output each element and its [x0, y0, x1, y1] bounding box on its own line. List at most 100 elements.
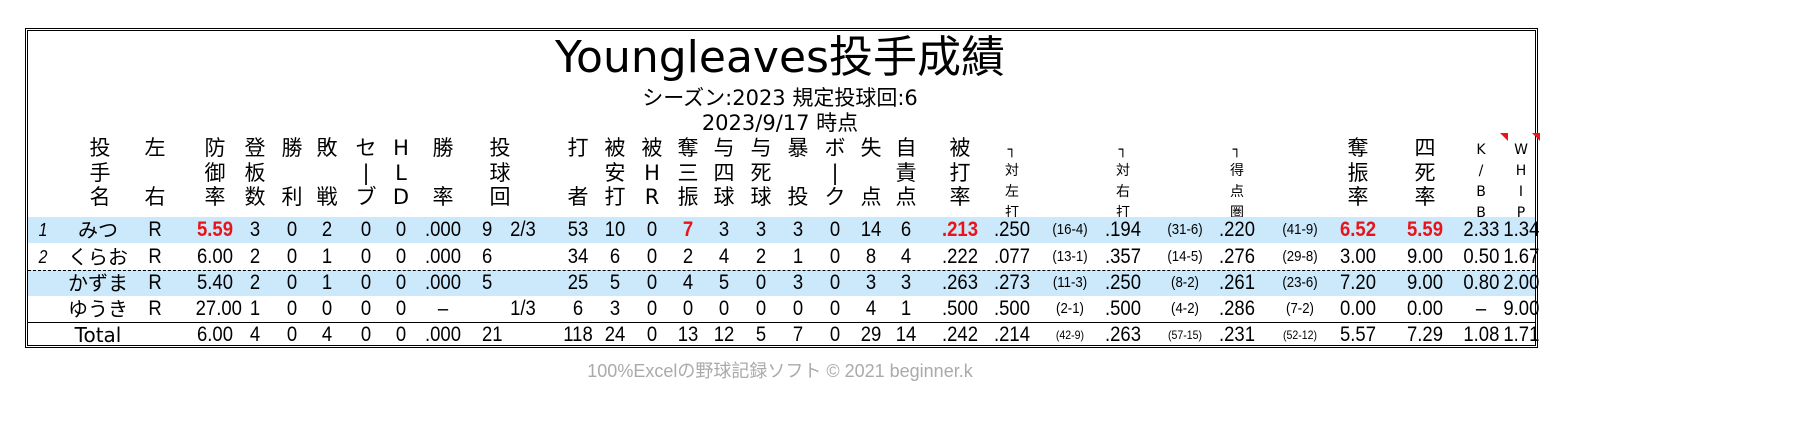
- cell-ip-frac: 1/3: [510, 297, 536, 320]
- cell-w: 0: [286, 297, 298, 320]
- cell-so: 0: [682, 297, 694, 320]
- column-header: 投 手 名: [89, 136, 111, 209]
- cell-bb: 5: [718, 271, 730, 294]
- cell-baa: .500: [942, 297, 978, 320]
- cell-hand: [142, 322, 168, 348]
- column-header: 打 者: [567, 136, 589, 209]
- cell-era: 6.00: [197, 323, 233, 346]
- cell-l: 2: [321, 218, 333, 241]
- cell-bb9: 9.00: [1407, 245, 1443, 268]
- cell-era: 6.00: [197, 245, 233, 268]
- cell-k9: 7.20: [1340, 271, 1376, 294]
- cell-so: 13: [677, 323, 699, 346]
- cell-er: 3: [900, 271, 912, 294]
- cell-w: 0: [286, 323, 298, 346]
- cell-vl: .077: [994, 245, 1030, 268]
- cell-ip-whole: 9: [482, 218, 493, 241]
- column-header: W H I P: [1514, 142, 1528, 221]
- cell-ip-frac: [505, 270, 540, 296]
- cell-h: 24: [604, 323, 626, 346]
- column-header: ボ | ク: [824, 136, 846, 209]
- cell-hand: R: [148, 271, 162, 294]
- cell-baa: .222: [942, 245, 978, 268]
- cell-bb: 4: [718, 245, 730, 268]
- cell-bb9: 5.59: [1407, 218, 1443, 241]
- cell-vr: .357: [1105, 245, 1141, 268]
- cell-vl: .273: [994, 271, 1030, 294]
- cell-kbb: 0.50: [1463, 245, 1500, 268]
- cell-bk: 0: [829, 271, 841, 294]
- cell-hr: 0: [646, 323, 658, 346]
- cell-kbb: 0.80: [1463, 271, 1500, 294]
- cell-name: みつ: [78, 218, 118, 242]
- column-header: 登 板 数: [244, 136, 266, 209]
- cell-ip-frac: 2/3: [510, 218, 536, 241]
- cell-so: 7: [682, 218, 694, 241]
- cell-rank: [34, 296, 52, 322]
- cell-bb: 3: [718, 218, 730, 241]
- cell-wpct: .000: [425, 323, 461, 346]
- cell-vr-ab: (31-6): [1167, 221, 1203, 238]
- cell-g: 2: [249, 245, 261, 268]
- total-divider: [28, 322, 1535, 323]
- cell-risp-ab: (29-8): [1282, 248, 1318, 265]
- cell-era: 5.40: [197, 271, 233, 294]
- cell-hand: R: [148, 245, 162, 268]
- cell-hand: R: [148, 218, 162, 241]
- column-header: 被 安 打: [604, 136, 626, 209]
- row-divider-dashed: [28, 270, 1535, 271]
- column-header: 被 打 率: [949, 136, 971, 209]
- cell-hld: 0: [395, 323, 407, 346]
- cell-er: 6: [900, 218, 912, 241]
- cell-vl: .500: [994, 297, 1030, 320]
- cell-wp: 3: [792, 218, 804, 241]
- column-header: セ | ブ: [355, 136, 377, 209]
- cell-w: 0: [286, 271, 298, 294]
- table-row: ゆうき R 27.00 1 0 0 0 0–1/3 6 3 0 0 0 0 0 0 4 1.500.500 (2-1…: [28, 296, 1539, 322]
- cell-hld: 0: [395, 245, 407, 268]
- cell-bf: 25: [567, 271, 589, 294]
- cell-risp: .261: [1219, 271, 1255, 294]
- cell-hbp: 5: [755, 323, 767, 346]
- cell-risp: .220: [1219, 218, 1255, 241]
- cell-l: 0: [321, 297, 333, 320]
- cell-r: 3: [865, 271, 877, 294]
- cell-er: 14: [895, 323, 917, 346]
- cell-sv: 0: [360, 297, 372, 320]
- cell-r: 4: [865, 297, 877, 320]
- cell-bk: 0: [829, 297, 841, 320]
- cell-name: くらお: [68, 245, 128, 269]
- cell-so: 4: [682, 271, 694, 294]
- cell-hr: 0: [646, 218, 658, 241]
- total-row: Total 6.00 4 0 4 0 0.000 21 118 24 0 13 12 5 7 0 29 14.24…: [28, 322, 1540, 348]
- cell-vr-ab: (14-5): [1167, 248, 1203, 265]
- column-header: 投 球 回: [489, 136, 511, 209]
- cell-rank: [34, 270, 52, 296]
- cell-hld: 0: [395, 218, 407, 241]
- cell-wpct: .000: [425, 218, 461, 241]
- cell-h: 3: [609, 297, 621, 320]
- cell-wpct: –: [437, 297, 449, 320]
- page-title: Youngleaves投手成績: [555, 32, 1005, 83]
- cell-name: Total: [74, 323, 122, 347]
- cell-hand: R: [148, 297, 162, 320]
- column-header: ┐ 対 左 打: [1005, 142, 1019, 221]
- cell-vr: .263: [1105, 323, 1141, 346]
- cell-h: 6: [609, 245, 621, 268]
- cell-risp-ab: (52-12): [1282, 328, 1318, 342]
- cell-rank: 2: [38, 247, 48, 267]
- column-header: 失 点: [860, 136, 882, 209]
- column-header: 左 右: [144, 136, 166, 209]
- cell-wpct: .000: [425, 245, 461, 268]
- date-line: 2023/9/17 時点: [701, 111, 859, 135]
- column-header: 与 四 球: [713, 136, 735, 209]
- cell-hbp: 0: [755, 297, 767, 320]
- column-header: ┐ 対 右 打: [1116, 142, 1130, 221]
- cell-hbp: 2: [755, 245, 767, 268]
- cell-bk: 0: [829, 218, 841, 241]
- table-row: 2 くらお R 6.00 2 0 1 0 0.000 6 34 6 0 2 4 2 1 0 8 4.222.077 (1…: [28, 244, 1540, 270]
- cell-baa: .263: [942, 271, 978, 294]
- cell-vl-ab: (16-4): [1052, 221, 1088, 238]
- cell-h: 5: [609, 271, 621, 294]
- cell-vr: .500: [1105, 297, 1141, 320]
